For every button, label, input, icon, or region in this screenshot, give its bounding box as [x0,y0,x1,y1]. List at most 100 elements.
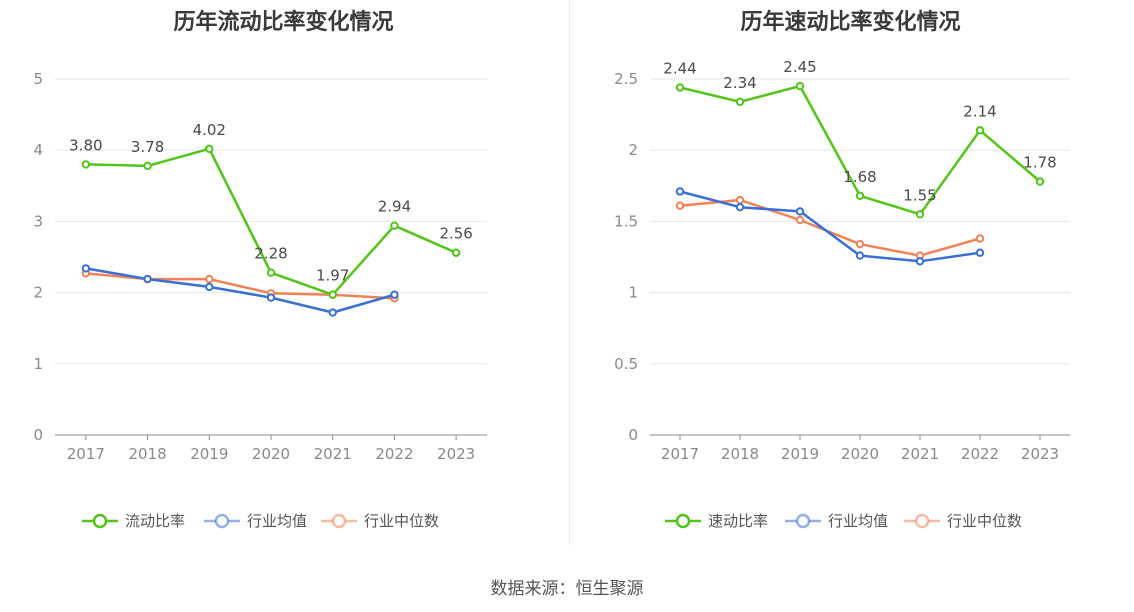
data-point [795,215,805,225]
data-label: 2.28 [254,245,287,263]
data-point [675,201,685,210]
data-point [143,274,152,284]
legend-marker-icon [914,513,930,529]
data-point [81,264,91,273]
legend-marker-icon [675,513,691,529]
legend-item-2: 行业中位数 [904,512,1022,530]
x-tick-label: 2022 [375,445,413,463]
x-tick-label: 2017 [67,445,105,463]
line-chart-current-ratio: 0 1 2 3 4 5 2017 2018 2019 2020 2021 2022 2023 3.80 3.… [33,70,487,530]
data-point [1035,177,1045,186]
x-tick-label: 2023 [437,445,475,463]
y-tick-label: 5 [33,70,43,88]
y-tick-label: 0.5 [614,355,638,373]
data-point [855,239,865,249]
data-point [205,282,214,292]
legend-marker-icon [214,513,230,529]
data-point [328,308,337,317]
data-label: 2.56 [439,225,472,243]
x-tick-label: 2023 [1021,445,1059,463]
data-point [390,221,399,230]
y-tick-label: 1 [628,284,638,302]
data-point [735,202,745,212]
chart-title: 历年流动比率变化情况 [173,10,394,35]
data-point [795,207,805,216]
y-tick-label: 3 [33,212,43,230]
x-tick-label: 2019 [781,445,819,463]
legend-item-2: 行业中位数 [321,512,439,530]
x-tick-label: 2021 [901,445,939,463]
data-point [855,191,865,200]
series-line-1 [679,190,981,263]
data-point [205,144,214,153]
data-label: 2.14 [963,102,996,120]
x-tick-label: 2018 [721,445,759,463]
data-label: 4.02 [193,121,226,139]
y-tick-label: 2 [33,284,43,302]
data-label: 2.44 [663,60,696,78]
line-chart-quick-ratio: 0 0.5 1 1.5 2 2.5 2017 2018 2019 2020 2021 2022 2023… [614,58,1070,530]
legend-label: 流动比率 [125,512,185,530]
legend-item-1: 行业均值 [204,512,307,530]
y-tick-label: 2.5 [614,70,638,88]
data-point [675,83,685,92]
chart-panel-quick-ratio: 历年速动比率变化情况 0 0.5 1 1.5 2 2.5 2017 2018 2019 2020 2… [567,0,1134,560]
legend-marker-icon [92,513,108,529]
y-tick-label: 0 [628,426,638,444]
y-tick-label: 2 [628,141,638,159]
series-line-2 [679,198,981,257]
data-point [266,293,276,302]
data-label: 1.78 [1023,154,1056,172]
data-point [975,248,985,257]
data-label: 1.97 [316,267,349,285]
x-tick-label: 2022 [961,445,999,463]
legend-marker-icon [795,513,811,529]
data-label: 3.80 [69,136,102,154]
legend-label: 行业均值 [828,512,888,530]
legend-item-0: 流动比率 [82,512,185,530]
y-tick-label: 1 [33,355,43,373]
data-label: 2.94 [378,198,411,216]
legend-label: 速动比率 [708,512,768,530]
data-point [975,234,985,243]
legend-marker-icon [331,513,347,529]
data-point [915,257,925,266]
data-label: 2.34 [723,74,756,92]
data-label: 3.78 [131,138,164,156]
x-tick-label: 2018 [128,445,166,463]
panel-divider [569,0,570,545]
legend-item-1: 行业均值 [785,512,888,530]
x-tick-label: 2017 [661,445,699,463]
legend-item-0: 速动比率 [665,512,768,530]
data-point [915,210,925,219]
data-point [735,195,745,205]
data-label: 1.68 [843,168,876,186]
chart-panel-current-ratio: 历年流动比率变化情况 0 1 2 3 4 5 2017 2018 2019 2020 2021 202… [0,0,567,560]
series-line-1 [85,267,395,314]
legend-label: 行业中位数 [364,512,439,530]
y-tick-label: 0 [33,426,43,444]
data-point [143,161,152,171]
y-tick-label: 1.5 [614,212,638,230]
x-tick-label: 2019 [190,445,228,463]
data-point [975,126,985,135]
data-point [390,290,399,299]
data-point [855,251,865,260]
data-point [81,160,91,169]
data-point [675,187,685,196]
data-label: 1.55 [903,186,936,204]
data-point [795,81,805,91]
data-point [735,97,745,106]
x-tick-label: 2020 [252,445,290,463]
x-tick-label: 2021 [314,445,352,463]
data-point [205,274,214,284]
data-point [451,248,461,257]
data-point [266,268,276,277]
legend-label: 行业均值 [247,512,307,530]
y-tick-label: 4 [33,141,43,159]
x-tick-label: 2020 [841,445,879,463]
legend-label: 行业中位数 [947,512,1022,530]
data-point [328,290,337,299]
chart-title: 历年速动比率变化情况 [740,10,961,35]
data-label: 2.45 [783,58,816,76]
